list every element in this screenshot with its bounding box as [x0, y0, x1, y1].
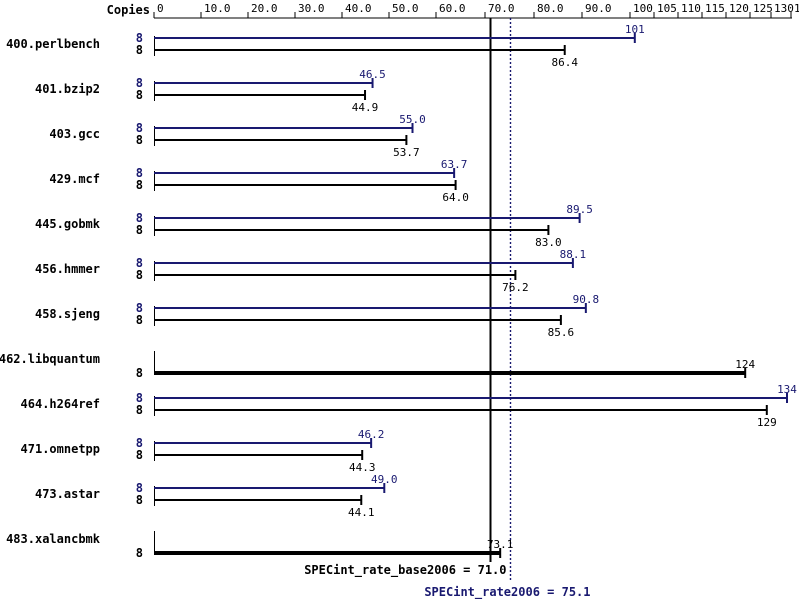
base-copies-label: 8 — [136, 133, 143, 147]
peak-copies-label: 8 — [136, 301, 143, 315]
benchmark-label: 473.astar — [35, 487, 100, 501]
x-tick-label: 115 — [705, 2, 725, 15]
x-tick-label: 20.0 — [251, 2, 278, 15]
single-copies-label: 8 — [136, 366, 143, 380]
benchmark-label: 471.omnetpp — [21, 442, 100, 456]
peak-copies-label: 8 — [136, 166, 143, 180]
base-value-label: 53.7 — [393, 146, 420, 159]
peak-value-label: 89.5 — [566, 203, 593, 216]
x-tick-label: 135 — [794, 2, 799, 15]
benchmark-label: 462.libquantum — [0, 352, 100, 366]
x-tick-label: 100 — [633, 2, 653, 15]
x-tick-label: 70.0 — [488, 2, 515, 15]
copies-header: Copies — [107, 3, 150, 17]
benchmark-label: 400.perlbench — [6, 37, 100, 51]
base-copies-label: 8 — [136, 403, 143, 417]
single-value-label: 73.1 — [487, 538, 514, 551]
peak-reference-label: SPECint_rate2006 = 75.1 — [424, 585, 590, 600]
benchmark-label: 458.sjeng — [35, 307, 100, 321]
x-tick-label: 30.0 — [298, 2, 325, 15]
x-tick-label: 50.0 — [392, 2, 419, 15]
single-copies-label: 8 — [136, 546, 143, 560]
x-tick-label: 130 — [774, 2, 794, 15]
peak-value-label: 49.0 — [371, 473, 398, 486]
base-value-label: 44.9 — [352, 101, 379, 114]
base-copies-label: 8 — [136, 313, 143, 327]
benchmark-label: 456.hmmer — [35, 262, 100, 276]
base-copies-label: 8 — [136, 223, 143, 237]
peak-value-label: 46.2 — [358, 428, 385, 441]
x-tick-label: 125 — [753, 2, 773, 15]
x-tick-label: 60.0 — [439, 2, 466, 15]
base-copies-label: 8 — [136, 268, 143, 282]
benchmark-label: 401.bzip2 — [35, 82, 100, 96]
base-copies-label: 8 — [136, 43, 143, 57]
base-copies-label: 8 — [136, 493, 143, 507]
x-tick-label: 0 — [157, 2, 164, 15]
peak-copies-label: 8 — [136, 481, 143, 495]
base-value-label: 85.6 — [548, 326, 575, 339]
base-copies-label: 8 — [136, 178, 143, 192]
base-value-label: 64.0 — [442, 191, 469, 204]
base-copies-label: 8 — [136, 448, 143, 462]
peak-value-label: 88.1 — [560, 248, 587, 261]
base-value-label: 86.4 — [551, 56, 578, 69]
single-value-label: 124 — [735, 358, 755, 371]
peak-copies-label: 8 — [136, 436, 143, 450]
base-value-label: 44.1 — [348, 506, 375, 519]
base-value-label: 44.3 — [349, 461, 376, 474]
peak-copies-label: 8 — [136, 256, 143, 270]
benchmark-label: 403.gcc — [49, 127, 100, 141]
x-tick-label: 80.0 — [537, 2, 564, 15]
base-copies-label: 8 — [136, 88, 143, 102]
peak-value-label: 46.5 — [359, 68, 386, 81]
benchmark-label: 445.gobmk — [35, 217, 101, 231]
base-value-label: 76.2 — [502, 281, 529, 294]
peak-copies-label: 8 — [136, 31, 143, 45]
benchmark-label: 429.mcf — [49, 172, 100, 186]
peak-value-label: 90.8 — [573, 293, 600, 306]
peak-copies-label: 8 — [136, 211, 143, 225]
x-tick-label: 10.0 — [204, 2, 231, 15]
peak-copies-label: 8 — [136, 76, 143, 90]
benchmark-label: 464.h264ref — [21, 397, 100, 411]
base-reference-label: SPECint_rate_base2006 = 71.0 — [304, 563, 506, 578]
x-tick-label: 90.0 — [585, 2, 612, 15]
peak-value-label: 101 — [625, 23, 645, 36]
peak-value-label: 134 — [777, 383, 797, 396]
peak-copies-label: 8 — [136, 391, 143, 405]
peak-value-label: 63.7 — [441, 158, 468, 171]
x-tick-label: 120 — [729, 2, 749, 15]
x-tick-label: 105 — [657, 2, 677, 15]
x-tick-label: 110 — [681, 2, 701, 15]
benchmark-label: 483.xalancbmk — [6, 532, 101, 546]
base-value-label: 129 — [757, 416, 777, 429]
x-tick-label: 40.0 — [345, 2, 372, 15]
peak-copies-label: 8 — [136, 121, 143, 135]
base-value-label: 83.0 — [535, 236, 562, 249]
peak-value-label: 55.0 — [399, 113, 426, 126]
